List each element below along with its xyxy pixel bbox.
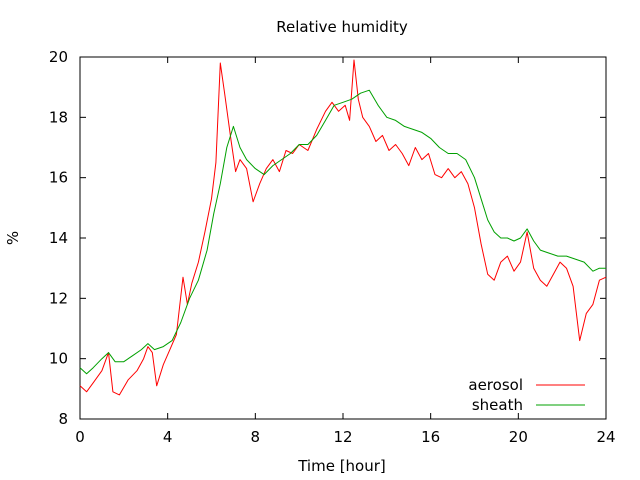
y-tick-label: 12 — [49, 289, 68, 307]
legend-label-sheath: sheath — [472, 396, 523, 414]
axis-ticks: 0 4 8 12 16 20 24 8 10 12 14 16 18 20 — [49, 48, 616, 446]
y-tick-label: 16 — [49, 169, 68, 187]
legend: aerosol sheath — [468, 376, 585, 414]
x-tick-label: 24 — [596, 428, 615, 446]
y-axis-label: % — [4, 231, 22, 245]
x-axis-label: Time [hour] — [297, 457, 386, 475]
x-tick-label: 20 — [509, 428, 528, 446]
x-tick-label: 8 — [251, 428, 261, 446]
y-tick-label: 14 — [49, 229, 68, 247]
x-tick-label: 16 — [421, 428, 440, 446]
x-tick-label: 4 — [163, 428, 173, 446]
chart-title: Relative humidity — [276, 18, 408, 36]
plot-frame — [79, 56, 607, 420]
y-tick-label: 8 — [58, 410, 68, 428]
y-tick-label: 10 — [49, 350, 68, 368]
x-tick-label: 12 — [333, 428, 352, 446]
x-tick-label: 0 — [75, 428, 85, 446]
legend-label-aerosol: aerosol — [468, 376, 523, 394]
series-line-sheath — [79, 89, 606, 375]
series-layer — [79, 59, 607, 396]
y-tick-label: 20 — [49, 48, 68, 66]
series-line-aerosol — [79, 59, 607, 396]
y-tick-label: 18 — [49, 108, 68, 126]
